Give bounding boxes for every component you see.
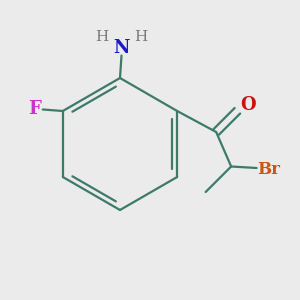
Text: O: O [240,96,256,114]
Text: N: N [113,39,130,57]
Text: H: H [95,30,109,44]
Text: F: F [28,100,41,118]
Text: Br: Br [257,161,280,178]
Text: H: H [134,30,148,44]
